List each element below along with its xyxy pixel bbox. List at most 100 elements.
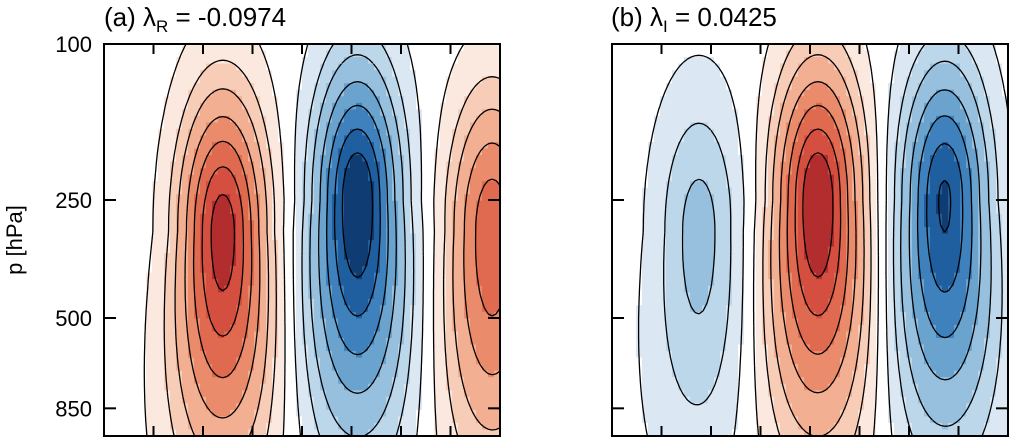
field-cell	[224, 128, 231, 137]
field-cell	[470, 311, 477, 319]
field-cell	[714, 44, 721, 52]
field-cell	[464, 416, 471, 424]
field-cell	[218, 168, 225, 176]
field-cell	[410, 50, 417, 58]
field-cell	[104, 109, 111, 117]
field-cell	[404, 63, 411, 71]
field-cell	[170, 318, 177, 326]
field-cell	[296, 246, 303, 254]
field-cell	[116, 305, 123, 313]
field-cell	[134, 70, 141, 78]
field-cell	[446, 102, 453, 110]
field-cell	[242, 200, 249, 208]
field-cell	[876, 89, 883, 97]
field-cell	[344, 122, 351, 130]
field-cell	[380, 128, 387, 137]
field-cell	[774, 135, 781, 143]
field-cell	[140, 272, 147, 280]
field-cell	[260, 63, 267, 71]
field-cell	[422, 76, 429, 84]
field-cell	[266, 338, 273, 346]
field-cell	[116, 135, 123, 143]
field-cell	[404, 115, 411, 123]
field-cell	[464, 83, 471, 91]
field-cell	[422, 168, 429, 176]
field-cell	[224, 318, 231, 326]
field-cell	[458, 161, 465, 169]
field-cell	[320, 279, 327, 287]
field-cell	[236, 233, 243, 241]
field-cell	[116, 220, 123, 228]
field-cell	[248, 331, 255, 339]
field-cell	[224, 390, 231, 398]
field-cell	[440, 168, 447, 176]
field-cell	[128, 128, 135, 137]
field-cell	[362, 89, 369, 97]
field-cell	[822, 76, 829, 84]
field-cell	[224, 109, 231, 117]
field-cell	[374, 109, 381, 117]
field-cell	[206, 298, 213, 306]
field-cell	[272, 109, 279, 117]
field-cell	[320, 96, 327, 104]
field-cell	[380, 155, 387, 163]
field-cell	[242, 135, 249, 143]
field-cell	[116, 57, 123, 65]
field-cell	[170, 194, 177, 202]
field-cell	[158, 311, 165, 319]
field-cell	[146, 324, 153, 333]
field-cell	[446, 142, 453, 150]
field-cell	[936, 63, 943, 71]
field-cell	[248, 207, 255, 215]
field-cell	[236, 148, 243, 156]
field-cell	[846, 57, 853, 65]
field-cell	[476, 383, 483, 391]
field-cell	[236, 168, 243, 176]
field-cell	[380, 50, 387, 58]
field-cell	[134, 318, 141, 326]
field-cell	[344, 187, 351, 195]
field-cell	[290, 44, 297, 52]
field-cell	[834, 70, 841, 78]
field-cell	[374, 298, 381, 306]
field-cell	[470, 102, 477, 110]
field-cell	[218, 364, 225, 372]
field-cell	[266, 292, 273, 300]
field-cell	[368, 311, 375, 319]
field-cell	[230, 396, 237, 404]
field-cell	[624, 83, 631, 91]
field-cell	[122, 246, 129, 254]
field-cell	[822, 135, 829, 143]
field-cell	[624, 70, 631, 78]
field-cell	[212, 364, 219, 372]
field-cell	[774, 102, 781, 110]
field-cell	[906, 76, 913, 84]
field-cell	[362, 292, 369, 300]
field-cell	[834, 89, 841, 97]
field-cell	[248, 318, 255, 326]
field-cell	[876, 76, 883, 84]
field-cell	[314, 109, 321, 117]
field-cell	[476, 240, 483, 248]
field-cell	[206, 57, 213, 65]
field-cell	[200, 298, 207, 306]
field-cell	[212, 416, 219, 424]
field-cell	[332, 89, 339, 97]
field-cell	[452, 370, 459, 378]
field-cell	[302, 109, 309, 117]
field-cell	[410, 109, 417, 117]
field-cell	[458, 298, 465, 306]
field-cell	[350, 253, 357, 261]
field-cell	[494, 403, 500, 411]
field-cell	[464, 207, 471, 215]
field-cell	[362, 142, 369, 150]
field-cell	[882, 109, 889, 117]
field-cell	[206, 403, 213, 411]
field-cell	[266, 187, 273, 195]
field-cell	[284, 181, 291, 189]
field-cell	[446, 396, 453, 404]
field-cell	[362, 357, 369, 365]
field-cell	[362, 187, 369, 195]
field-cell	[362, 200, 369, 208]
field-cell	[368, 83, 375, 91]
